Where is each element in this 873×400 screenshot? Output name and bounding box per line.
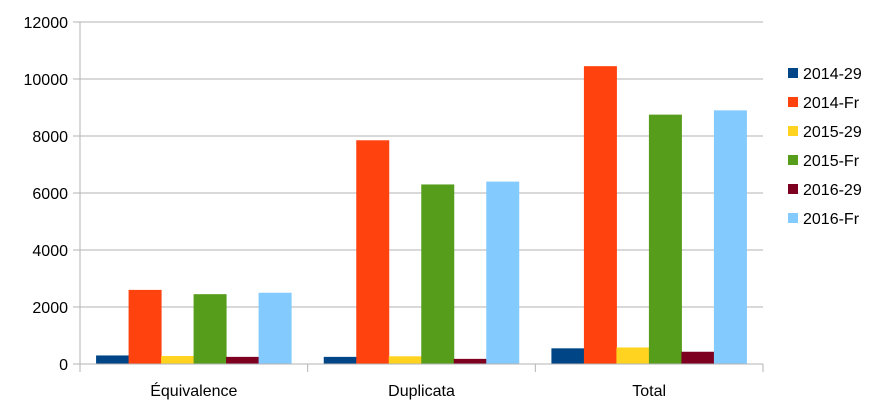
x-tick-label: Duplicata bbox=[388, 383, 455, 400]
legend-swatch bbox=[788, 213, 798, 223]
bar-2016-29-Total bbox=[681, 351, 715, 364]
legend-label: 2014-29 bbox=[803, 66, 862, 83]
legend-label: 2016-29 bbox=[803, 182, 862, 199]
bar-2015-Fr-Total bbox=[648, 114, 682, 364]
y-tick-label: 6000 bbox=[32, 186, 68, 203]
y-axis-ticks: 0 2000 4000 6000 8000 10000 12000 bbox=[24, 15, 69, 374]
y-tick-label: 4000 bbox=[32, 243, 68, 260]
legend-label: 2016-Fr bbox=[803, 211, 860, 228]
y-tick-label: 10000 bbox=[24, 72, 69, 89]
bar-2014-29-Total bbox=[551, 348, 585, 364]
legend-swatch bbox=[788, 155, 798, 165]
bar-2016-Fr-Duplicata bbox=[486, 181, 520, 364]
x-tick-label: Équivalence bbox=[150, 381, 237, 400]
legend-swatch bbox=[788, 184, 798, 194]
bar-2014-Fr-Total bbox=[583, 66, 617, 365]
bar-2014-Fr-Équivalence bbox=[128, 289, 162, 364]
legend-label: 2015-Fr bbox=[803, 153, 860, 170]
legend: 2014-29 2014-Fr 2015-29 2015-Fr 2016-29 2016-… bbox=[788, 66, 862, 228]
bar-2016-Fr-Équivalence bbox=[258, 292, 292, 364]
legend-swatch bbox=[788, 68, 798, 78]
bar-2015-Fr-Équivalence bbox=[193, 294, 227, 364]
axes bbox=[79, 22, 764, 372]
y-tick-label: 0 bbox=[59, 357, 68, 374]
bar-2015-Fr-Duplicata bbox=[421, 184, 455, 364]
x-tick-label: Total bbox=[632, 383, 666, 400]
legend-label: 2015-29 bbox=[803, 124, 862, 141]
bar-2015-29-Total bbox=[616, 347, 650, 364]
y-tick-label: 2000 bbox=[32, 300, 68, 317]
gridlines bbox=[73, 21, 763, 365]
legend-label: 2014-Fr bbox=[803, 95, 860, 112]
y-tick-label: 12000 bbox=[24, 15, 69, 32]
bar-2014-29-Duplicata bbox=[323, 356, 357, 364]
bar-2016-Fr-Total bbox=[713, 110, 747, 364]
bar-2015-29-Duplicata bbox=[388, 356, 422, 364]
bar-2015-29-Équivalence bbox=[161, 356, 195, 364]
bar-2016-29-Duplicata bbox=[453, 358, 487, 364]
y-tick-label: 8000 bbox=[32, 129, 68, 146]
bar-2016-29-Équivalence bbox=[226, 356, 260, 364]
legend-swatch bbox=[788, 126, 798, 136]
x-axis-ticks: Équivalence Duplicata Total bbox=[150, 381, 666, 400]
bar-2014-Fr-Duplicata bbox=[356, 140, 390, 364]
bar-2014-29-Équivalence bbox=[96, 355, 130, 364]
bars bbox=[96, 66, 747, 365]
legend-swatch bbox=[788, 97, 798, 107]
